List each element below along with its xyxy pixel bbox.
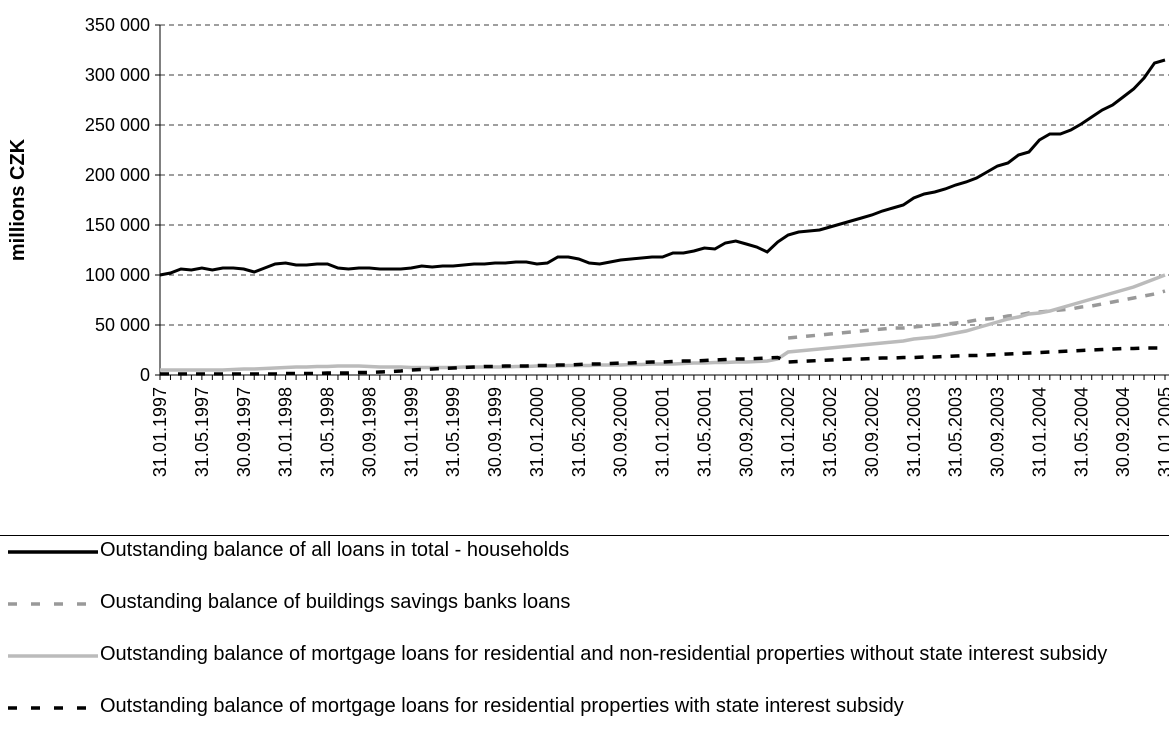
y-tick-label: 200 000 <box>85 165 150 185</box>
y-tick-label: 50 000 <box>95 315 150 335</box>
legend-label: Outstanding balance of mortgage loans fo… <box>100 695 904 717</box>
legend-item: Outstanding balance of all loans in tota… <box>0 536 1169 588</box>
x-tick-label: 31.05.2002 <box>820 387 840 477</box>
x-tick-label: 31.01.2005 <box>1155 387 1169 477</box>
x-tick-label: 31.01.2000 <box>527 387 547 477</box>
y-axis-label: millions CZK <box>7 138 29 261</box>
x-tick-label: 31.01.2001 <box>653 387 673 477</box>
x-tick-label: 30.09.2000 <box>611 387 631 477</box>
x-tick-label: 31.05.1997 <box>192 387 212 477</box>
series-line <box>160 273 1166 372</box>
legend-swatch <box>8 602 98 606</box>
x-tick-label: 30.09.2001 <box>736 387 756 477</box>
x-tick-label: 30.09.2003 <box>988 387 1008 477</box>
x-tick-label: 31.01.2003 <box>904 387 924 477</box>
x-tick-label: 31.01.1998 <box>276 387 296 477</box>
legend-item: Outstanding balance of mortgage loans fo… <box>0 692 1169 742</box>
x-tick-label: 31.05.1998 <box>318 387 338 477</box>
x-tick-label: 31.05.2000 <box>569 387 589 477</box>
legend-label: Outstanding balance of mortgage loans fo… <box>100 643 1108 665</box>
x-tick-label: 31.01.2002 <box>778 387 798 477</box>
x-tick-label: 31.05.1999 <box>443 387 463 477</box>
y-tick-label: 100 000 <box>85 265 150 285</box>
x-tick-label: 30.09.1999 <box>485 387 505 477</box>
x-tick-label: 30.09.2004 <box>1113 387 1133 477</box>
x-tick-label: 30.09.1998 <box>359 387 379 477</box>
x-tick-label: 31.05.2001 <box>694 387 714 477</box>
legend: Outstanding balance of all loans in tota… <box>0 535 1169 742</box>
legend-swatch <box>8 654 98 658</box>
series-line <box>787 289 1166 340</box>
x-tick-label: 31.05.2003 <box>946 387 966 477</box>
x-tick-label: 30.09.1997 <box>234 387 254 477</box>
series-line <box>160 346 1165 376</box>
legend-label: Outstanding balance of all loans in tota… <box>100 539 570 561</box>
y-tick-label: 250 000 <box>85 115 150 135</box>
y-tick-label: 0 <box>140 365 150 385</box>
x-tick-label: 30.09.2002 <box>862 387 882 477</box>
x-tick-label: 31.01.2004 <box>1029 387 1049 477</box>
x-tick-label: 31.01.1997 <box>150 387 170 477</box>
legend-label: Oustanding balance of buildings savings … <box>100 591 571 613</box>
x-tick-label: 31.05.2004 <box>1071 387 1091 477</box>
y-tick-label: 350 000 <box>85 15 150 35</box>
legend-swatch <box>8 550 98 554</box>
series-line <box>159 58 1166 277</box>
legend-swatch <box>8 706 98 710</box>
y-tick-label: 150 000 <box>85 215 150 235</box>
legend-item: Outstanding balance of mortgage loans fo… <box>0 640 1169 692</box>
y-tick-label: 300 000 <box>85 65 150 85</box>
legend-item: Oustanding balance of buildings savings … <box>0 588 1169 640</box>
chart: millions CZK 0 50 000 100 000 150 000 200 00… <box>7 15 1169 477</box>
x-tick-label: 31.01.1999 <box>401 387 421 477</box>
